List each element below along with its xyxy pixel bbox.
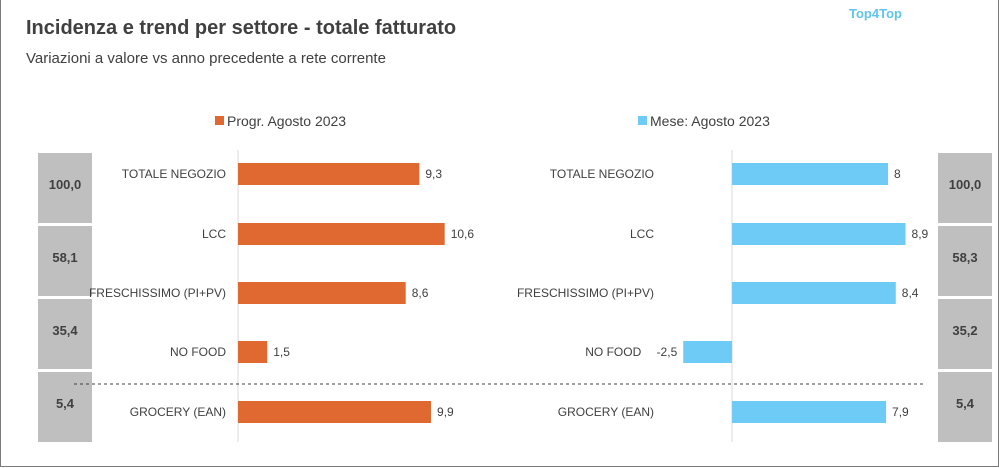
bar-left (238, 341, 268, 363)
share-label-left: 35,4 (52, 323, 78, 338)
value-label-left: 1,5 (273, 345, 290, 359)
chart-subtitle: Variazioni a valore vs anno precedente a… (26, 50, 386, 67)
category-label-right: LCC (630, 227, 654, 241)
share-block-left (38, 226, 92, 296)
legend-label-left: Progr. Agosto 2023 (227, 113, 346, 129)
category-label-right: TOTALE NEGOZIO (550, 167, 654, 181)
share-label-left: 100,0 (49, 177, 82, 192)
bar-right (683, 341, 732, 363)
legend-label-right: Mese: Agosto 2023 (650, 113, 770, 129)
bar-right (732, 282, 896, 304)
bar-left (238, 282, 406, 304)
value-label-right: -2,5 (657, 345, 678, 359)
chart-title: Incidenza e trend per settore - totale f… (26, 17, 457, 39)
bar-left (238, 401, 432, 423)
category-label-left: NO FOOD (170, 345, 226, 359)
category-label-left: FRESCHISSIMO (PI+PV) (89, 286, 226, 300)
value-label-right: 8,4 (902, 286, 919, 300)
value-label-left: 8,6 (412, 286, 429, 300)
category-label-left: GROCERY (EAN) (130, 405, 226, 419)
share-block-right (938, 153, 992, 223)
value-label-right: 8 (894, 167, 901, 181)
bar-right (732, 401, 887, 423)
legend-swatch-right (638, 116, 647, 125)
bar-left (238, 223, 445, 245)
share-label-right: 100,0 (949, 177, 982, 192)
brand-logo-text: Top4Top (849, 6, 902, 21)
share-label-right: 58,3 (952, 250, 977, 265)
value-label-right: 7,9 (892, 405, 909, 419)
value-label-left: 9,9 (437, 405, 454, 419)
category-label-right: FRESCHISSIMO (PI+PV) (517, 286, 654, 300)
category-label-left: TOTALE NEGOZIO (122, 167, 226, 181)
legend-swatch-left (215, 116, 224, 125)
share-block-left (38, 299, 92, 369)
category-label-left: LCC (202, 227, 226, 241)
category-label-right: GROCERY (EAN) (558, 405, 654, 419)
bar-right (732, 163, 888, 185)
value-label-left: 10,6 (451, 227, 475, 241)
share-block-right (938, 299, 992, 369)
share-label-left: 58,1 (52, 250, 77, 265)
share-label-right: 35,2 (952, 323, 977, 338)
category-label-right: NO FOOD (585, 345, 641, 359)
share-block-right (938, 372, 992, 442)
share-block-right (938, 226, 992, 296)
bar-right (732, 223, 906, 245)
share-block-left (38, 153, 92, 223)
share-label-left: 5,4 (56, 396, 75, 411)
value-label-left: 9,3 (425, 167, 442, 181)
bar-left (238, 163, 420, 185)
value-label-right: 8,9 (912, 227, 929, 241)
share-label-right: 5,4 (956, 396, 975, 411)
